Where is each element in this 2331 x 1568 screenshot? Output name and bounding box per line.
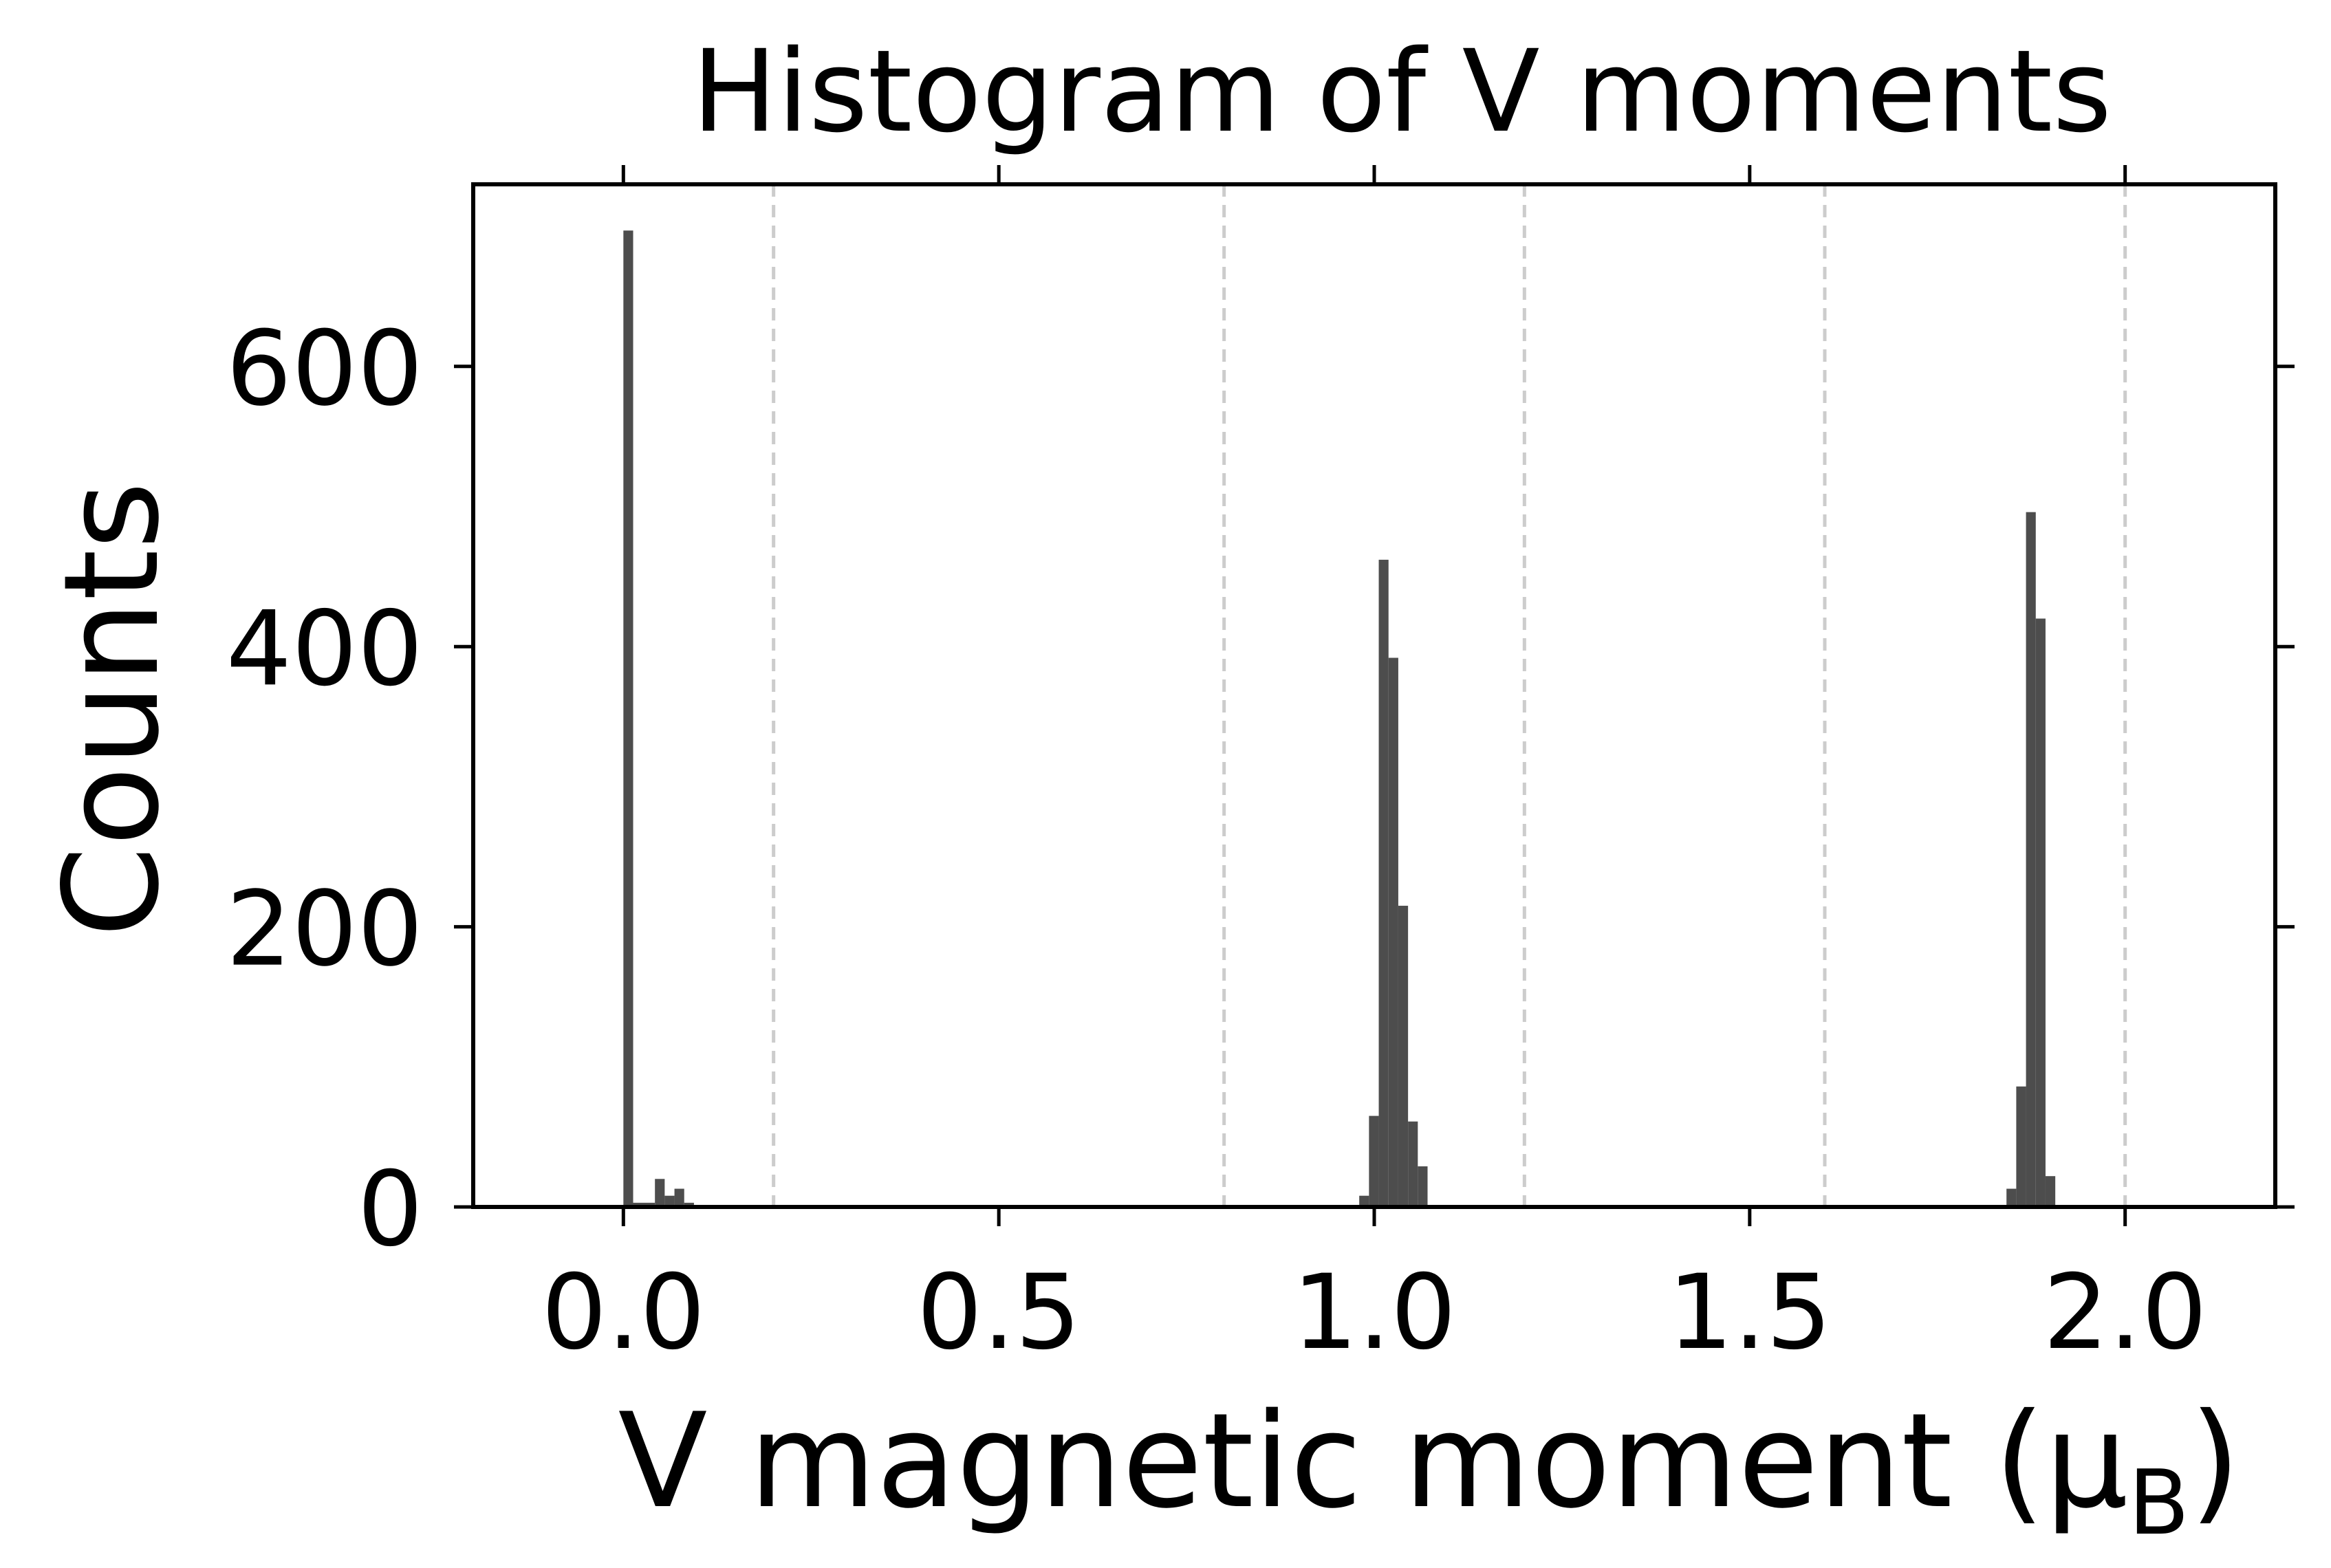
x-tick-label: 0.5 bbox=[917, 1253, 1081, 1373]
histogram-bar bbox=[674, 1188, 684, 1207]
x-tick-label: 1.5 bbox=[1668, 1253, 1832, 1373]
histogram-bar bbox=[2035, 618, 2046, 1207]
x-axis-title-close: ) bbox=[2189, 1385, 2240, 1537]
histogram-bar bbox=[2026, 512, 2036, 1207]
plot-frame bbox=[471, 182, 2277, 1209]
y-tick-label: 0 bbox=[358, 1150, 423, 1270]
histogram-bar bbox=[623, 230, 633, 1207]
histogram-bar bbox=[664, 1195, 675, 1207]
reference-lines bbox=[772, 184, 2127, 1207]
histogram-bar bbox=[1369, 1115, 1379, 1207]
histogram-bar bbox=[1408, 1121, 1418, 1207]
axis-ticks: 0.0 0.5 1.0 1.5 2.0 0 200 400 600 bbox=[226, 165, 2295, 1373]
histogram-bar bbox=[684, 1202, 694, 1207]
histogram-bar bbox=[1388, 657, 1398, 1207]
x-axis-title-main: V magnetic moment (μ bbox=[618, 1385, 2129, 1537]
histogram-bar bbox=[1359, 1195, 1369, 1207]
histogram-bar bbox=[2016, 1086, 2026, 1207]
y-tick-label: 600 bbox=[226, 309, 423, 429]
histogram-bar bbox=[1398, 906, 1409, 1207]
y-tick-label: 400 bbox=[226, 589, 423, 709]
histogram-bar bbox=[2045, 1176, 2056, 1207]
histogram-bar bbox=[633, 1202, 655, 1207]
histogram-bar bbox=[1418, 1166, 1428, 1207]
histogram-bar bbox=[2006, 1188, 2017, 1207]
x-tick-label: 0.0 bbox=[541, 1253, 706, 1373]
x-axis-title-subscript: B bbox=[2128, 1450, 2189, 1555]
chart-title: Histogram of V moments bbox=[692, 25, 2112, 157]
histogram-bar bbox=[1378, 559, 1389, 1207]
y-axis-title: Counts bbox=[36, 481, 188, 937]
histogram-bar bbox=[655, 1179, 665, 1207]
x-tick-label: 1.0 bbox=[1292, 1253, 1457, 1373]
x-axis-title: V magnetic moment (μB) bbox=[618, 1385, 2241, 1555]
histogram-bars bbox=[623, 230, 2056, 1207]
y-tick-label: 200 bbox=[226, 870, 423, 990]
x-tick-label: 2.0 bbox=[2043, 1253, 2207, 1373]
